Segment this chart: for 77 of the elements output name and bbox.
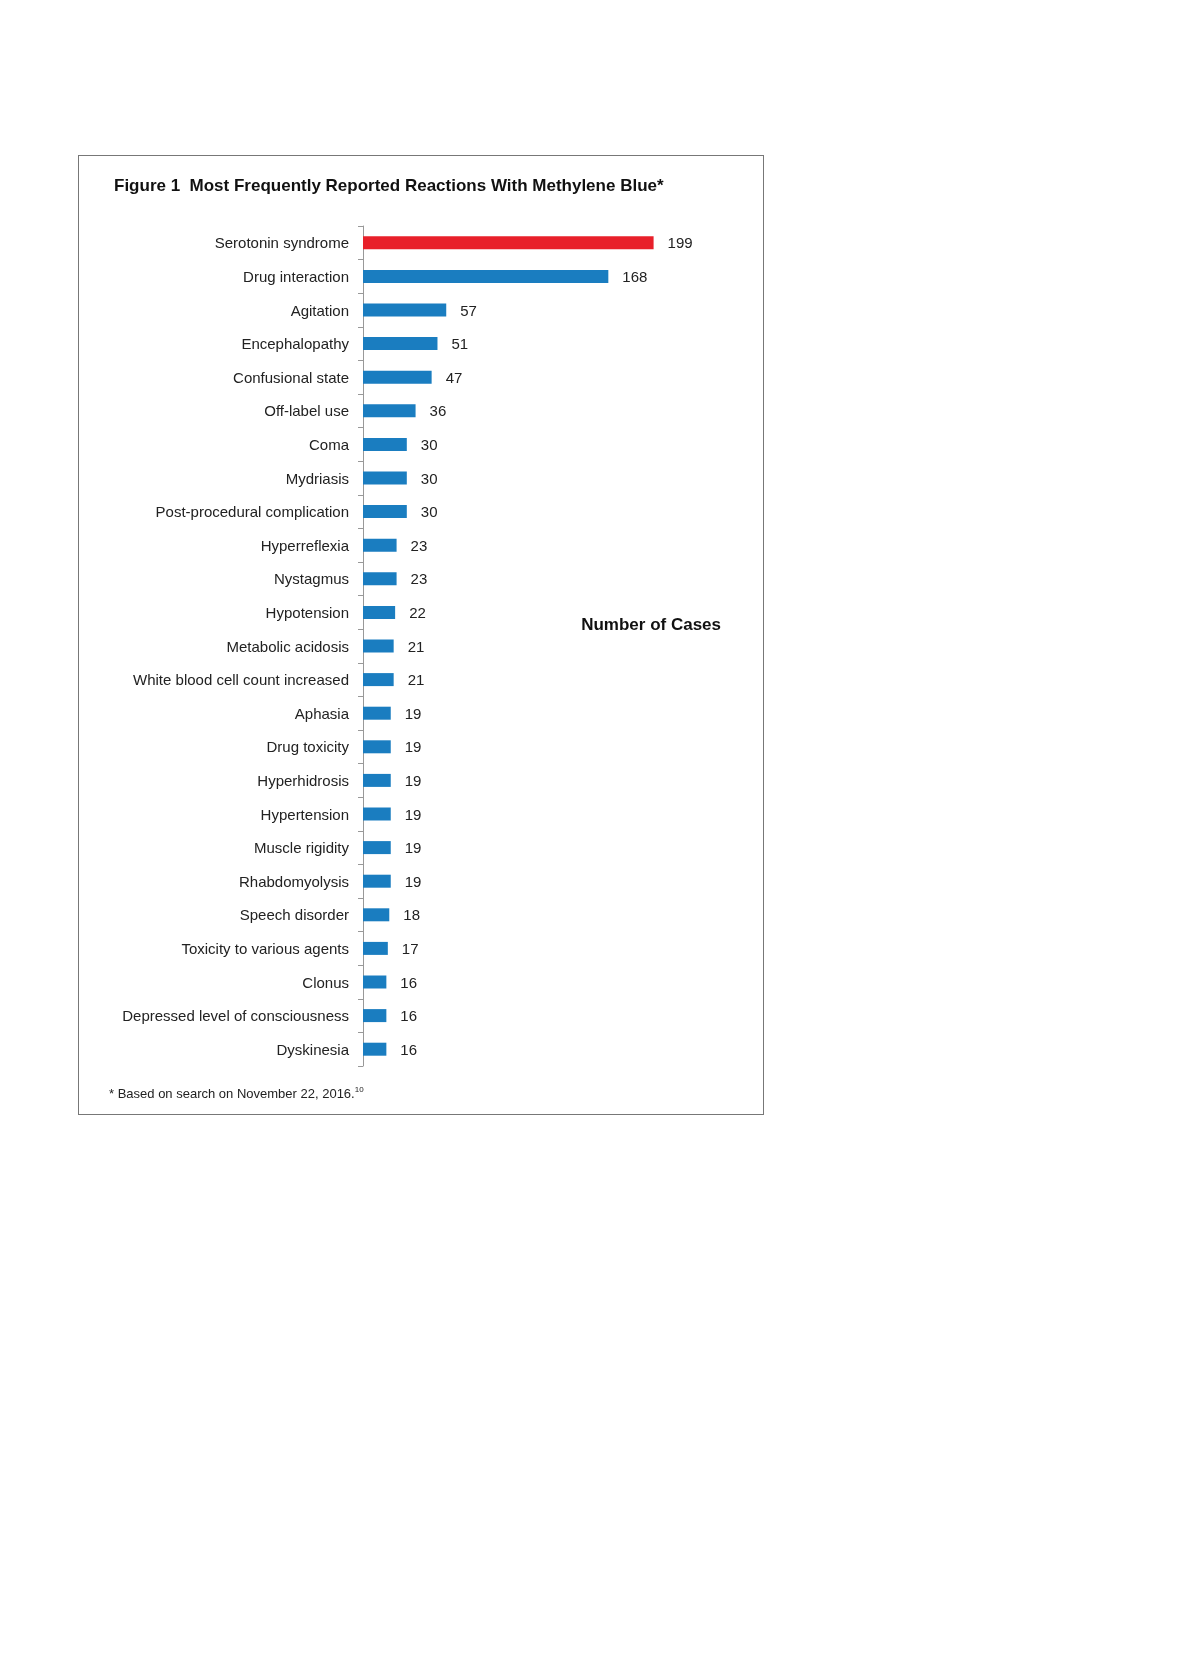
y-tick-label: Drug toxicity bbox=[266, 738, 350, 756]
y-tick-label: Serotonin syndrome bbox=[214, 234, 349, 252]
bar bbox=[363, 740, 391, 754]
data-label: 19 bbox=[404, 738, 422, 756]
bar bbox=[363, 605, 396, 619]
bar bbox=[363, 370, 432, 384]
y-tick-label: Drug interaction bbox=[243, 267, 349, 285]
y-tick-label: Rhabdomyolysis bbox=[238, 872, 349, 890]
y-tick-label: Confusional state bbox=[233, 368, 349, 386]
data-label: 23 bbox=[410, 570, 428, 588]
bar bbox=[363, 471, 407, 485]
y-tick-label: Clonus bbox=[302, 973, 349, 991]
y-tick-label: Hypotension bbox=[265, 603, 349, 621]
data-label: 19 bbox=[404, 805, 422, 823]
y-tick-label: Toxicity to various agents bbox=[181, 939, 349, 957]
data-label: 30 bbox=[420, 435, 438, 453]
data-label: 17 bbox=[401, 939, 419, 957]
bar bbox=[363, 908, 390, 922]
bar bbox=[363, 975, 387, 989]
y-tick-label: Mydriasis bbox=[285, 469, 349, 487]
y-tick-label: Metabolic acidosis bbox=[226, 637, 349, 655]
y-tick-label: Hypertension bbox=[260, 805, 349, 823]
y-tick-label: White blood cell count increased bbox=[133, 671, 349, 689]
data-label: 21 bbox=[407, 637, 425, 655]
data-label: 36 bbox=[429, 402, 447, 420]
y-tick-label: Nystagmus bbox=[273, 570, 349, 588]
y-tick-label: Encephalopathy bbox=[241, 335, 350, 353]
data-label: 19 bbox=[404, 704, 422, 722]
y-tick-label: Speech disorder bbox=[239, 906, 349, 924]
chart-title: Figure 1 Most Frequently Reported Reactions With Methylene Blue* bbox=[114, 176, 664, 195]
data-label: 168 bbox=[622, 267, 648, 285]
y-tick-label: Off-label use bbox=[264, 402, 349, 420]
y-tick-label: Aphasia bbox=[294, 704, 350, 722]
data-label: 16 bbox=[400, 1040, 418, 1058]
bar bbox=[363, 337, 438, 351]
bar bbox=[363, 1042, 387, 1056]
y-tick-label: Coma bbox=[308, 435, 350, 453]
bar bbox=[363, 236, 654, 250]
bar bbox=[363, 303, 447, 317]
bar bbox=[363, 706, 391, 720]
data-label: 18 bbox=[403, 906, 420, 924]
y-tick-label: Dyskinesia bbox=[276, 1040, 350, 1058]
bar bbox=[363, 673, 394, 687]
bar bbox=[363, 874, 391, 888]
data-label: 23 bbox=[410, 536, 428, 554]
data-label: 16 bbox=[400, 973, 418, 991]
y-tick-label: Agitation bbox=[290, 301, 349, 319]
data-label: 47 bbox=[445, 368, 463, 386]
bar bbox=[363, 505, 407, 519]
bar bbox=[363, 437, 407, 451]
data-label: 19 bbox=[404, 771, 422, 789]
bar bbox=[363, 404, 416, 418]
bar bbox=[363, 572, 397, 586]
bar bbox=[363, 773, 391, 787]
y-tick-label: Hyperreflexia bbox=[260, 536, 350, 554]
y-tick-label: Post-procedural complication bbox=[155, 503, 349, 521]
data-label: 19 bbox=[404, 872, 422, 890]
data-label: 22 bbox=[409, 603, 426, 621]
bar bbox=[363, 538, 397, 552]
y-tick-label: Hyperhidrosis bbox=[257, 771, 349, 789]
bar bbox=[363, 941, 388, 955]
y-tick-label: Muscle rigidity bbox=[253, 839, 350, 857]
data-label: 16 bbox=[400, 1007, 418, 1025]
y-tick-label: Depressed level of consciousness bbox=[122, 1007, 349, 1025]
data-label: 19 bbox=[404, 839, 422, 857]
bar bbox=[363, 841, 391, 855]
data-label: 30 bbox=[420, 503, 438, 521]
data-label: 199 bbox=[667, 234, 693, 252]
bar bbox=[363, 1009, 387, 1023]
data-label: 21 bbox=[407, 671, 425, 689]
bar bbox=[363, 639, 394, 653]
x-axis-title: Number of Cases bbox=[581, 615, 722, 634]
data-label: 51 bbox=[451, 335, 469, 353]
bar bbox=[363, 269, 609, 283]
data-label: 57 bbox=[460, 301, 477, 319]
bar bbox=[363, 807, 391, 821]
data-label: 30 bbox=[420, 469, 438, 487]
